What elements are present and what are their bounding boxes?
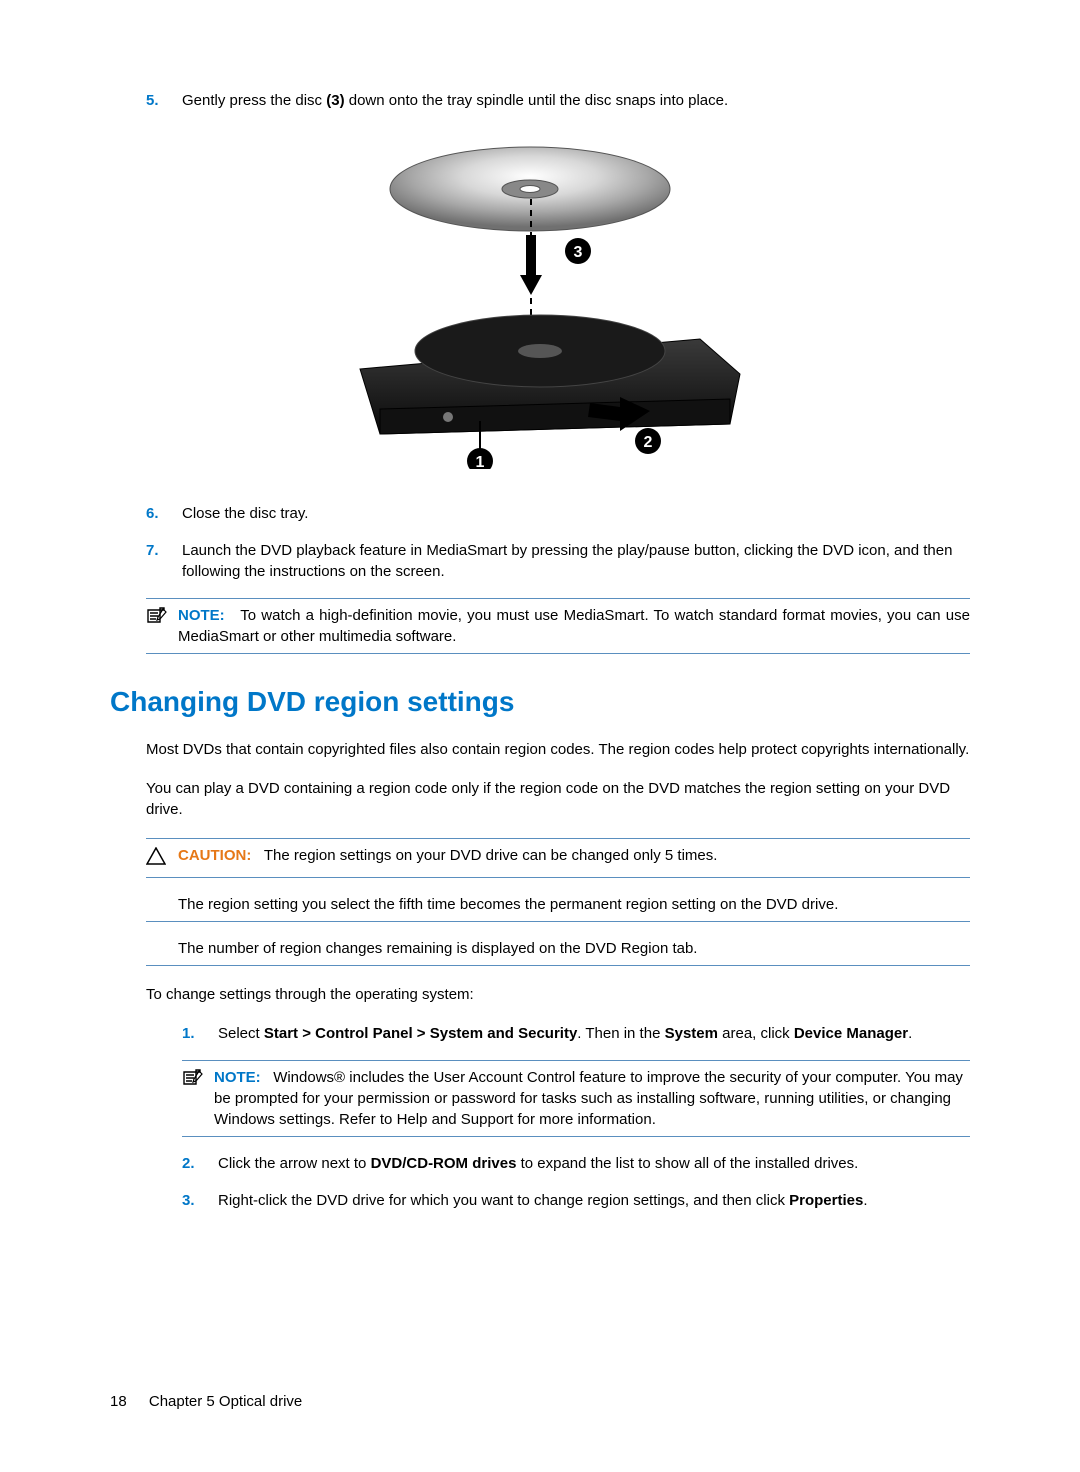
step-text: Right-click the DVD drive for which you … <box>218 1190 970 1211</box>
paragraph-2: You can play a DVD containing a region c… <box>146 778 970 820</box>
step-number: 1. <box>182 1023 218 1044</box>
page-number: 18 <box>110 1391 127 1412</box>
caution-icon <box>146 845 178 871</box>
note-body: NOTE: To watch a high-definition movie, … <box>178 605 970 647</box>
caution-block: CAUTION: The region settings on your DVD… <box>146 838 970 878</box>
step-number: 6. <box>146 503 182 524</box>
section-heading: Changing DVD region settings <box>110 682 970 721</box>
note-label: NOTE: <box>214 1069 261 1086</box>
page-footer: 18 Chapter 5 Optical drive <box>110 1391 970 1412</box>
substep-2: 2. Click the arrow next to DVD/CD-ROM dr… <box>182 1153 970 1174</box>
note-body: NOTE: Windows® includes the User Account… <box>214 1067 970 1130</box>
note-mediasmart: NOTE: To watch a high-definition movie, … <box>146 598 970 654</box>
svg-text:3: 3 <box>574 244 583 261</box>
paragraph-1: Most DVDs that contain copyrighted files… <box>146 739 970 760</box>
caution-line-2: The region setting you select the fifth … <box>146 888 970 922</box>
step-text: Click the arrow next to DVD/CD-ROM drive… <box>218 1153 970 1174</box>
step-text: Launch the DVD playback feature in Media… <box>182 540 970 582</box>
note-icon <box>146 605 178 647</box>
svg-text:1: 1 <box>476 454 485 469</box>
caution-body: CAUTION: The region settings on your DVD… <box>178 845 970 871</box>
step-number: 2. <box>182 1153 218 1174</box>
step-text: Gently press the disc (3) down onto the … <box>182 90 970 111</box>
step-number: 7. <box>146 540 182 582</box>
note-icon <box>182 1067 214 1130</box>
note-label: NOTE: <box>178 607 225 624</box>
step-text: Select Start > Control Panel > System an… <box>218 1023 970 1044</box>
caution-line-3: The number of region changes remaining i… <box>146 932 970 966</box>
step-number: 5. <box>146 90 182 111</box>
step-7: 7. Launch the DVD playback feature in Me… <box>146 540 970 582</box>
paragraph-3: To change settings through the operating… <box>146 984 970 1005</box>
svg-text:2: 2 <box>644 434 653 451</box>
step-number: 3. <box>182 1190 218 1211</box>
step-6: 6. Close the disc tray. <box>146 503 970 524</box>
step-text: Close the disc tray. <box>182 503 970 524</box>
note-uac: NOTE: Windows® includes the User Account… <box>182 1060 970 1137</box>
substep-3: 3. Right-click the DVD drive for which y… <box>182 1190 970 1211</box>
disc-tray-figure: 3 2 1 <box>110 139 970 475</box>
chapter-label: Chapter 5 Optical drive <box>149 1393 302 1410</box>
caution-label: CAUTION: <box>178 847 251 864</box>
substep-1: 1. Select Start > Control Panel > System… <box>182 1023 970 1044</box>
step-5: 5. Gently press the disc (3) down onto t… <box>146 90 970 111</box>
